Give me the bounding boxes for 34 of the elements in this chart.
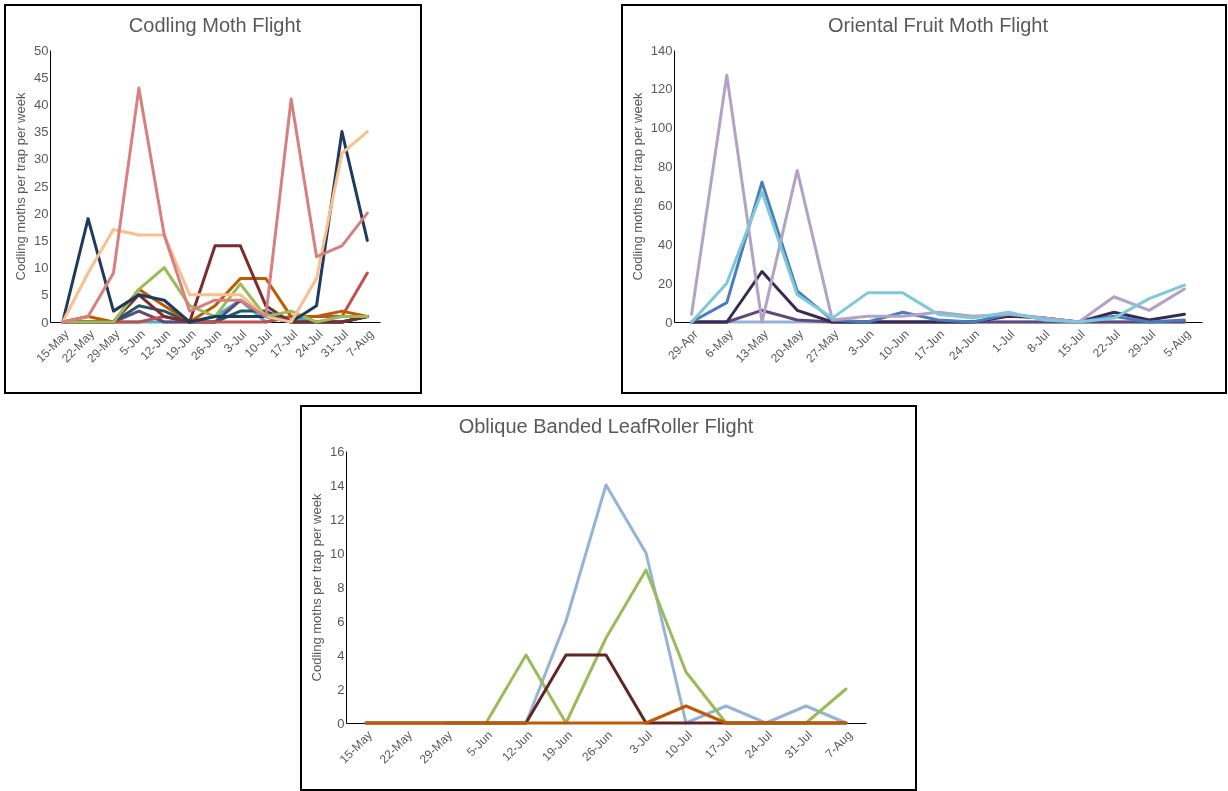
- y-tick-label: 0: [665, 314, 673, 330]
- y-axis-title: Codling moths per trap per week: [309, 493, 325, 682]
- y-tick-label: 25: [34, 178, 49, 194]
- y-tick-label: 10: [330, 545, 345, 561]
- chart-title: Codling Moth Flight: [128, 14, 302, 36]
- y-tick-label: 40: [658, 236, 673, 252]
- y-tick-label: 6: [337, 613, 345, 629]
- y-tick-label: 120: [650, 81, 673, 97]
- y-tick-label: 15: [34, 232, 49, 248]
- y-tick-label: 14: [330, 477, 345, 493]
- chart-title: Oblique Banded LeafRoller Flight: [458, 415, 754, 437]
- y-tick-label: 20: [34, 205, 49, 221]
- y-tick-label: 12: [330, 511, 345, 527]
- y-tick-label: 30: [34, 151, 49, 167]
- y-tick-label: 16: [330, 443, 345, 459]
- y-tick-label: 140: [650, 42, 673, 58]
- y-tick-label: 8: [337, 579, 345, 595]
- y-tick-label: 5: [41, 287, 49, 303]
- y-tick-label: 45: [34, 69, 49, 85]
- y-tick-label: 40: [34, 96, 49, 112]
- y-tick-label: 2: [337, 681, 345, 697]
- y-tick-label: 80: [658, 159, 673, 175]
- y-tick-label: 10: [34, 260, 49, 276]
- chart-title: Oriental Fruit Moth Flight: [827, 14, 1049, 36]
- y-tick-label: 4: [337, 647, 345, 663]
- y-tick-label: 35: [34, 124, 49, 140]
- y-tick-label: 20: [658, 275, 673, 291]
- y-tick-label: 50: [34, 42, 49, 58]
- y-tick-label: 60: [658, 197, 673, 213]
- y-axis-title: Codling moths per trap per week: [629, 92, 645, 281]
- y-tick-label: 0: [41, 314, 49, 330]
- y-tick-label: 100: [650, 120, 673, 136]
- y-axis-title: Codling moths per trap per week: [13, 92, 29, 281]
- y-tick-label: 0: [337, 715, 345, 731]
